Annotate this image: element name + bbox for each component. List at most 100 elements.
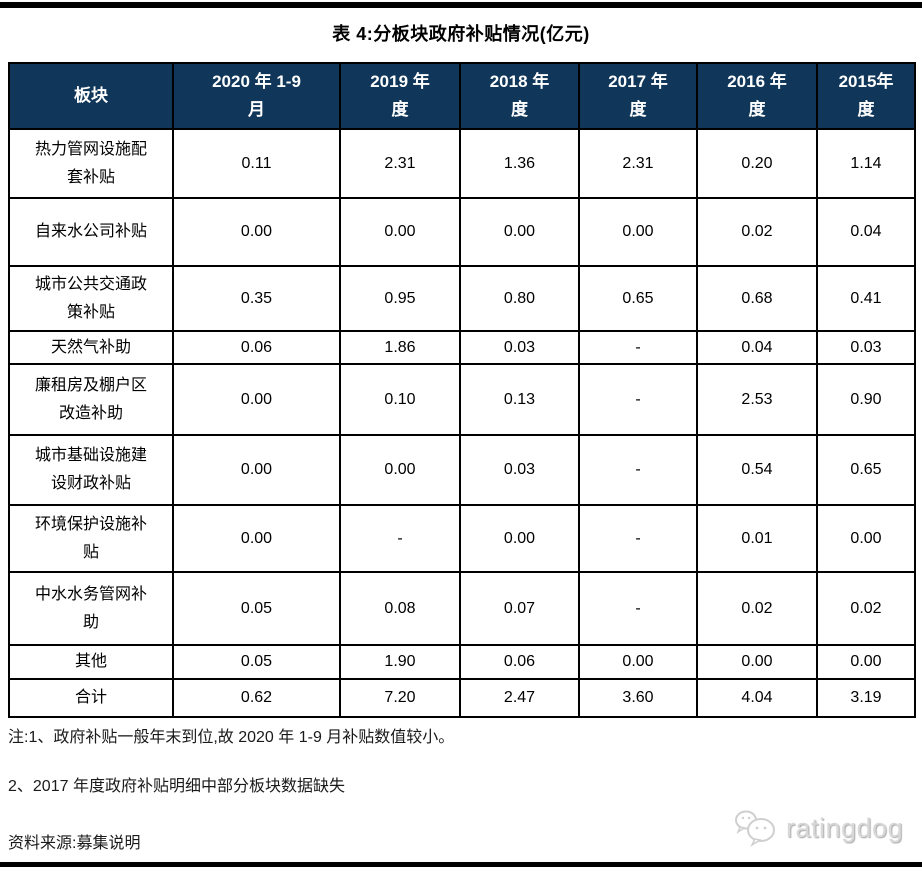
cell-value: 0.00 — [578, 644, 698, 680]
cell-value: 0.95 — [339, 265, 461, 332]
cell-value: 0.04 — [696, 330, 818, 365]
cell-value: 0.00 — [816, 644, 916, 680]
cell-value: 0.00 — [172, 197, 341, 267]
watermark: ratingdog — [733, 808, 903, 848]
subsidy-table: 板块 2020 年 1-9 月 2019 年 度 2018 年 度 2017 年… — [8, 62, 916, 718]
cell-value: 0.03 — [459, 330, 580, 365]
cell-value: 0.00 — [172, 363, 341, 436]
cell-value: 0.06 — [172, 330, 341, 365]
cell-value: 1.14 — [816, 128, 916, 199]
cell-value: 0.05 — [172, 571, 341, 646]
header-cell-2019: 2019 年 度 — [339, 62, 461, 130]
cell-value: 0.68 — [696, 265, 818, 332]
row-label: 合计 — [8, 678, 174, 718]
table-row: 热力管网设施配套补贴 0.11 2.31 1.36 2.31 0.20 1.14 — [8, 128, 916, 199]
cell-value: 0.02 — [816, 571, 916, 646]
cell-value: 4.04 — [696, 678, 818, 718]
cell-value: 2.47 — [459, 678, 580, 718]
cell-value: 2.53 — [696, 363, 818, 436]
row-label: 环境保护设施补贴 — [8, 504, 174, 573]
header-cell-2018: 2018 年 度 — [459, 62, 580, 130]
cell-value: 0.00 — [459, 504, 580, 573]
cell-value: 0.00 — [459, 197, 580, 267]
bottom-divider — [0, 862, 922, 867]
header-line: 度 — [857, 100, 875, 119]
cell-value: 7.20 — [339, 678, 461, 718]
header-line: 2019 年 — [370, 72, 430, 91]
cell-value: 3.19 — [816, 678, 916, 718]
cell-value: 1.90 — [339, 644, 461, 680]
cell-value: - — [578, 330, 698, 365]
footnote-2: 2、2017 年度政府补贴明细中部分板块数据缺失 — [8, 778, 345, 795]
cell-value: 0.00 — [172, 434, 341, 506]
header-line: 2016 年 — [727, 72, 787, 91]
header-line: 2018 年 — [489, 72, 550, 91]
source-note: 资料来源:募集说明 — [8, 835, 141, 852]
row-label: 城市公共交通政策补贴 — [8, 265, 174, 332]
row-label: 热力管网设施配套补贴 — [8, 128, 174, 199]
table-row: 中水水务管网补助 0.05 0.08 0.07 - 0.02 0.02 — [8, 571, 916, 646]
cell-value: - — [578, 504, 698, 573]
cell-value: 0.02 — [696, 197, 818, 267]
table-row: 城市公共交通政策补贴 0.35 0.95 0.80 0.65 0.68 0.41 — [8, 265, 916, 332]
cell-value: 0.41 — [816, 265, 916, 332]
cell-value: 0.20 — [696, 128, 818, 199]
header-cell-2015: 2015年 度 — [816, 62, 916, 130]
cell-value: 0.02 — [696, 571, 818, 646]
cell-value: 0.13 — [459, 363, 580, 436]
cell-value: 0.00 — [696, 644, 818, 680]
header-cell-2016: 2016 年 度 — [696, 62, 818, 130]
cell-value: 0.03 — [459, 434, 580, 506]
table-row: 城市基础设施建设财政补贴 0.00 0.00 0.03 - 0.54 0.65 — [8, 434, 916, 506]
row-label: 天然气补助 — [8, 330, 174, 365]
cell-value: - — [578, 571, 698, 646]
cell-value: 0.08 — [339, 571, 461, 646]
cell-value: 2.31 — [339, 128, 461, 199]
cell-value: 0.00 — [578, 197, 698, 267]
cell-value: 0.80 — [459, 265, 580, 332]
row-label: 其他 — [8, 644, 174, 680]
header-line: 月 — [248, 100, 265, 119]
table-header-row: 板块 2020 年 1-9 月 2019 年 度 2018 年 度 2017 年… — [8, 62, 916, 130]
cell-value: 2.31 — [578, 128, 698, 199]
row-label: 中水水务管网补助 — [8, 571, 174, 646]
cell-value: 0.10 — [339, 363, 461, 436]
cell-value: 0.06 — [459, 644, 580, 680]
row-label: 自来水公司补贴 — [8, 197, 174, 267]
ratingdog-logo-icon — [735, 810, 775, 848]
cell-value: 0.62 — [172, 678, 341, 718]
header-cell-2017: 2017 年 度 — [578, 62, 698, 130]
header-line: 度 — [391, 100, 409, 119]
cell-value: - — [339, 504, 461, 573]
table-row: 环境保护设施补贴 0.00 - 0.00 - 0.01 0.00 — [8, 504, 916, 573]
header-line: 度 — [748, 100, 766, 119]
cell-value: 0.54 — [696, 434, 818, 506]
header-line: 度 — [511, 100, 528, 119]
header-line: 2015年 — [838, 72, 894, 91]
header-cell-2020: 2020 年 1-9 月 — [172, 62, 341, 130]
header-line: 2020 年 1-9 — [212, 72, 301, 91]
cell-value: 0.35 — [172, 265, 341, 332]
cell-value: 0.07 — [459, 571, 580, 646]
cell-value: 1.36 — [459, 128, 580, 199]
cell-value: 1.86 — [339, 330, 461, 365]
row-label: 城市基础设施建设财政补贴 — [8, 434, 174, 506]
cell-value: 0.03 — [816, 330, 916, 365]
table-row: 自来水公司补贴 0.00 0.00 0.00 0.00 0.02 0.04 — [8, 197, 916, 267]
cell-value: 0.00 — [339, 197, 461, 267]
top-divider — [0, 2, 922, 8]
cell-value: 0.00 — [816, 504, 916, 573]
table-title: 表 4:分板块政府补贴情况(亿元) — [332, 24, 590, 44]
table-row: 廉租房及棚户区改造补助 0.00 0.10 0.13 - 2.53 0.90 — [8, 363, 916, 436]
table-row: 天然气补助 0.06 1.86 0.03 - 0.04 0.03 — [8, 330, 916, 365]
cell-value: 0.01 — [696, 504, 818, 573]
cell-value: 3.60 — [578, 678, 698, 718]
footnote-1: 注:1、政府补贴一般年末到位,故 2020 年 1-9 月补贴数值较小。 — [8, 729, 455, 746]
table-row: 其他 0.05 1.90 0.06 0.00 0.00 0.00 — [8, 644, 916, 680]
cell-value: 0.65 — [578, 265, 698, 332]
cell-value: 0.65 — [816, 434, 916, 506]
header-line: 2017 年 — [608, 72, 668, 91]
cell-value: 0.05 — [172, 644, 341, 680]
header-line: 度 — [629, 100, 647, 119]
cell-value: - — [578, 363, 698, 436]
